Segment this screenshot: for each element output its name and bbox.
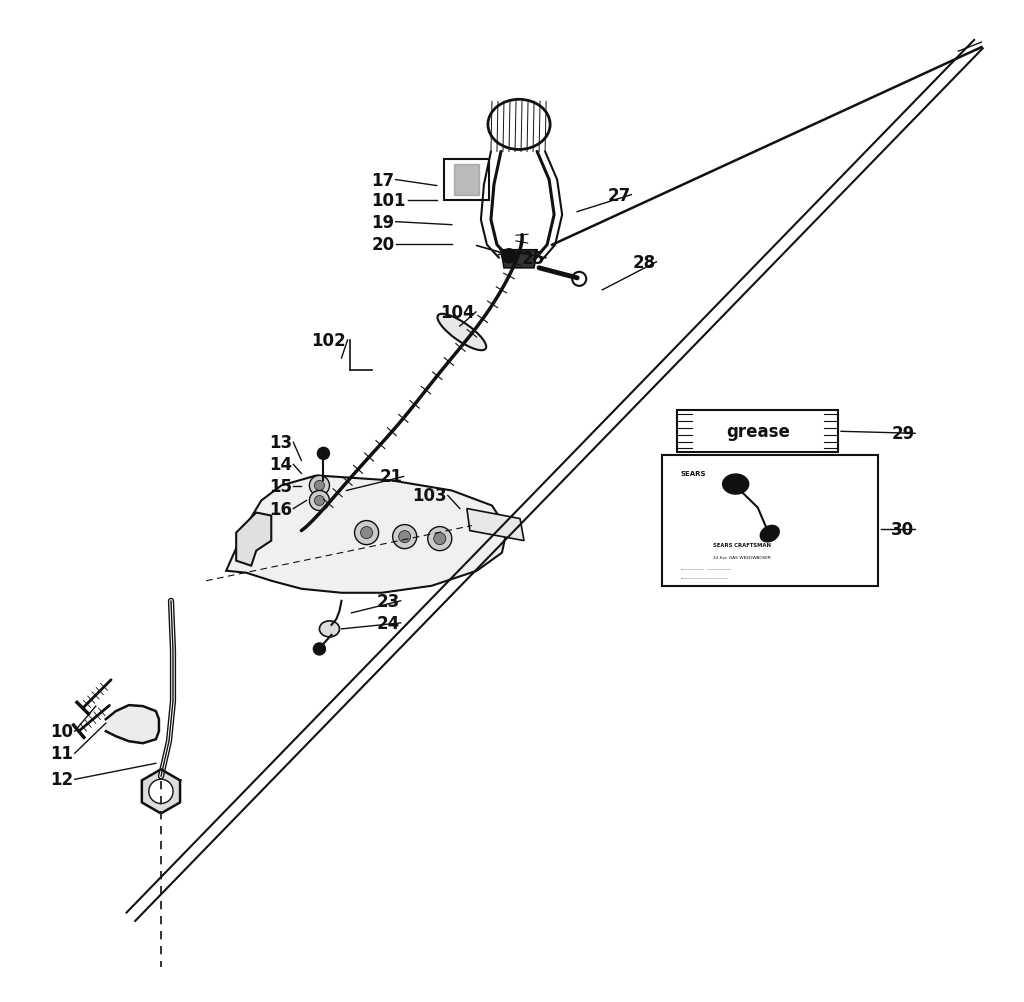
Ellipse shape (319, 621, 340, 637)
Text: 23: 23 (377, 592, 399, 610)
Circle shape (309, 491, 330, 511)
Text: 10: 10 (50, 722, 74, 740)
Text: 30: 30 (891, 520, 914, 538)
Circle shape (354, 521, 379, 545)
Text: 104: 104 (439, 304, 474, 322)
Text: 20: 20 (372, 235, 394, 254)
Text: 19: 19 (372, 213, 394, 231)
Text: 13: 13 (269, 434, 293, 452)
Text: 25: 25 (522, 249, 545, 268)
Circle shape (392, 525, 417, 549)
Polygon shape (454, 165, 479, 195)
Text: 11: 11 (50, 744, 74, 763)
Circle shape (428, 527, 452, 551)
Text: 103: 103 (412, 487, 446, 505)
Text: 101: 101 (372, 191, 407, 209)
Ellipse shape (760, 526, 779, 542)
Text: SEARS CRAFTSMAN: SEARS CRAFTSMAN (713, 542, 771, 547)
Text: 29: 29 (891, 425, 914, 443)
Text: 16: 16 (269, 500, 292, 518)
Circle shape (317, 448, 330, 460)
Text: grease: grease (726, 423, 790, 441)
Circle shape (572, 273, 586, 287)
Circle shape (434, 533, 445, 545)
Circle shape (502, 249, 516, 264)
Circle shape (360, 527, 373, 539)
Circle shape (314, 481, 325, 491)
Text: 28: 28 (633, 254, 655, 272)
Text: 17: 17 (372, 171, 394, 189)
Text: 102: 102 (311, 332, 346, 350)
Ellipse shape (723, 475, 749, 495)
Text: ________________________________: ________________________________ (681, 575, 728, 579)
Circle shape (313, 643, 326, 655)
Polygon shape (226, 476, 507, 593)
Text: 24: 24 (377, 614, 399, 632)
Text: 21: 21 (380, 468, 402, 486)
Text: ________________   ________________: ________________ ________________ (681, 565, 731, 569)
Polygon shape (501, 250, 537, 269)
Polygon shape (105, 705, 159, 743)
Polygon shape (142, 770, 180, 814)
Text: SEARS: SEARS (681, 471, 706, 477)
Circle shape (309, 476, 330, 496)
Ellipse shape (437, 315, 486, 351)
Text: 12: 12 (50, 771, 74, 789)
Circle shape (148, 780, 173, 804)
Polygon shape (443, 160, 488, 200)
Text: 14: 14 (269, 456, 293, 474)
Bar (663, 456, 879, 586)
Circle shape (398, 531, 411, 543)
Polygon shape (467, 509, 524, 541)
Circle shape (314, 496, 325, 506)
Text: 32.6cc GAS WEEDWACKER: 32.6cc GAS WEEDWACKER (713, 555, 770, 559)
Bar (678, 411, 838, 453)
Ellipse shape (487, 100, 550, 150)
Polygon shape (237, 513, 271, 566)
Text: 27: 27 (607, 186, 631, 204)
Text: 15: 15 (269, 478, 292, 496)
